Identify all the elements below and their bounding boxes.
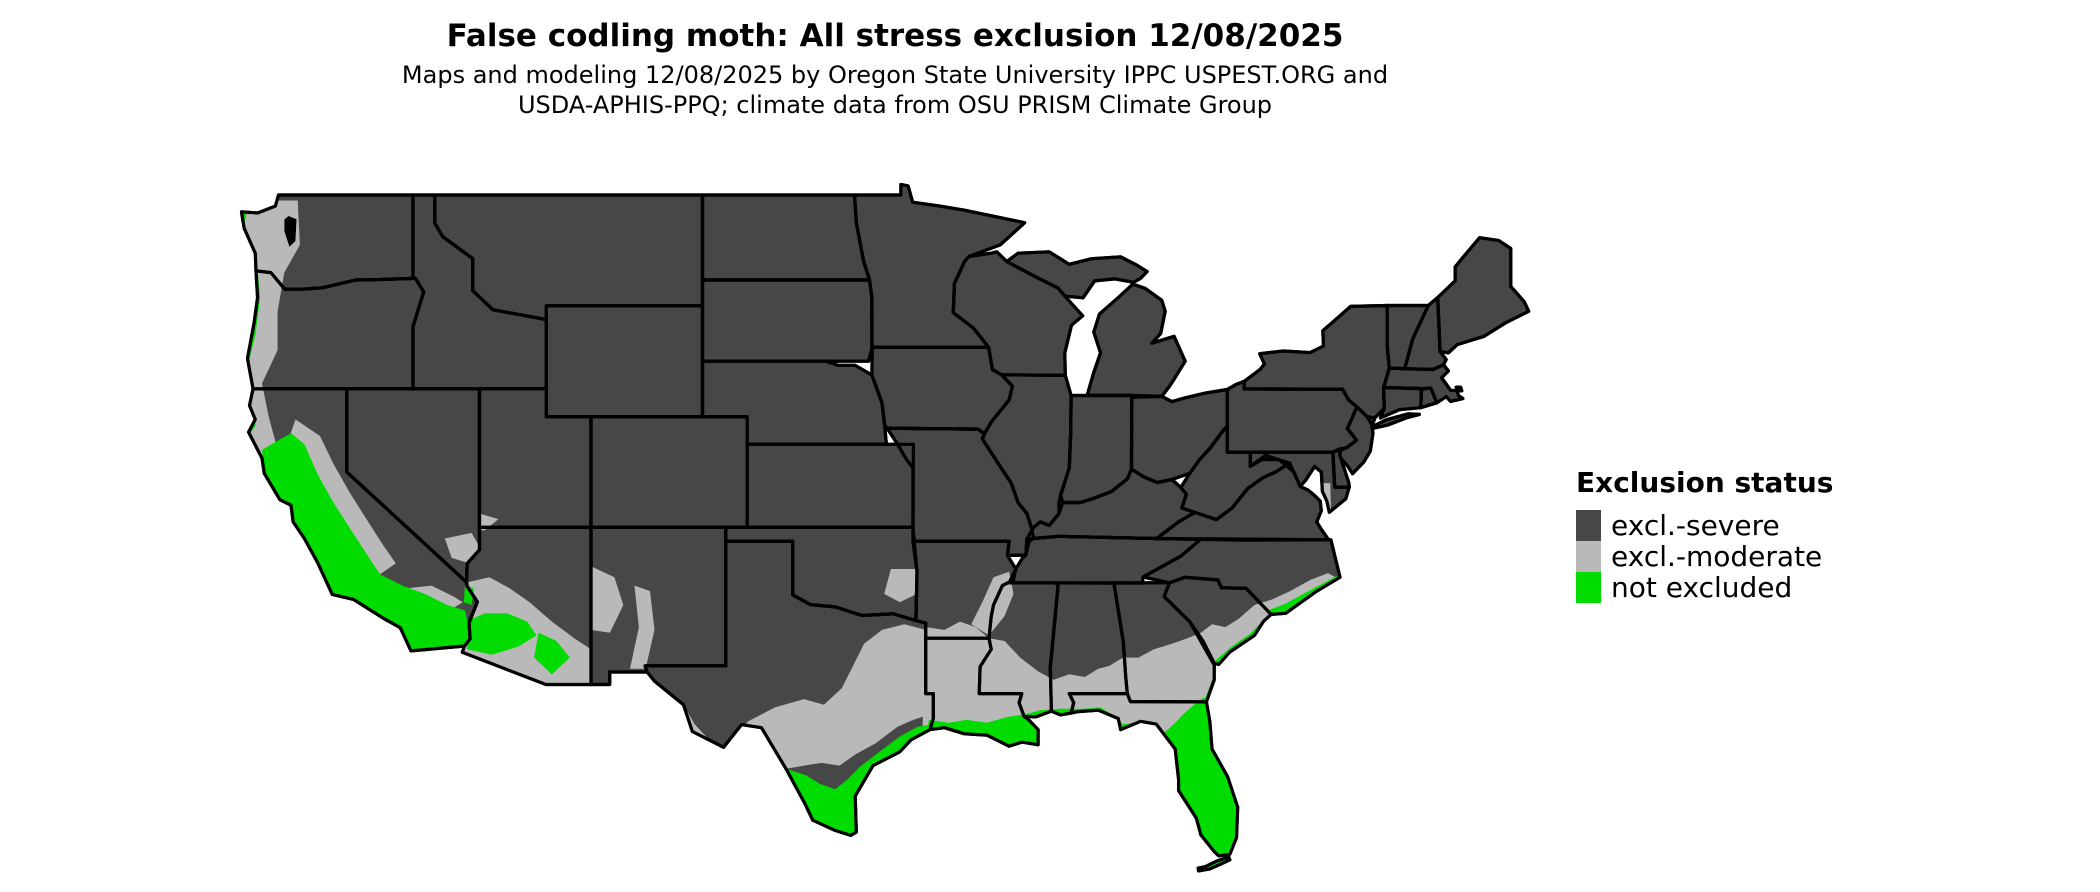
legend-label: excl.-severe [1611,509,1780,542]
puget-sound-water [284,216,297,247]
subtitle-line-1: Maps and modeling 12/08/2025 by Oregon S… [401,61,1389,89]
page-title: False codling moth: All stress exclusion… [446,18,1344,54]
state [700,193,872,282]
state-borders-layer [239,182,1531,873]
not-excluded-region [1107,697,1244,871]
legend-item: excl.-severe [1576,509,1833,542]
excl-moderate-region [630,585,655,669]
subtitle-line-2: USDA-APHIS-PPQ; climate data from OSU PR… [517,91,1273,119]
legend-swatch-2 [1576,541,1601,572]
not-excluded-region [350,608,361,614]
state [700,278,874,363]
legend: Exclusion status excl.-severe excl.-moder… [1576,466,1834,604]
excl-moderate-region [591,566,624,633]
excl-moderate-region [884,569,917,603]
legend-label: not excluded [1611,571,1793,604]
excl-moderate-region [444,532,480,564]
state [1085,282,1187,398]
not-excluded-region [262,433,470,651]
state [589,415,749,529]
legend-swatch-1 [1576,510,1601,541]
legend-title: Exclusion status [1576,466,1834,499]
legend-rows: excl.-severe excl.-moderate not excluded [1576,509,1833,604]
state [1225,379,1359,454]
not-excluded-region [534,632,570,675]
excl-moderate-region [723,624,926,769]
not-excluded-region [466,613,537,655]
not-excluded-region [379,624,385,630]
state [544,304,705,419]
legend-item: not excluded [1576,571,1833,604]
state [745,442,915,529]
legend-swatch-3 [1576,572,1601,603]
excl-moderate-region [922,573,1346,761]
legend-item: excl.-moderate [1576,540,1833,573]
legend-label: excl.-moderate [1611,540,1823,573]
excl-moderate-region [288,419,396,578]
